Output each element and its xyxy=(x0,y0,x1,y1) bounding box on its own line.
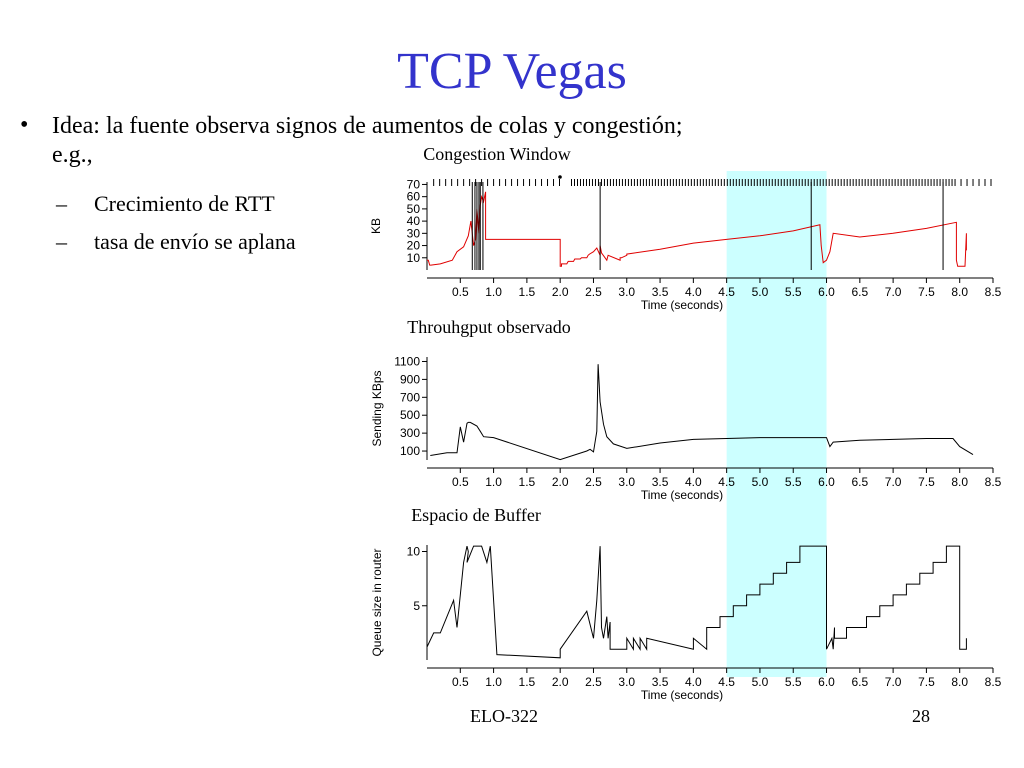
bullet-symbol: • xyxy=(20,112,29,138)
sub-bullet-symbol: – xyxy=(56,191,67,216)
footer-page-number: 28 xyxy=(912,706,930,726)
throughput-x-tick-label: 4.5 xyxy=(718,475,735,489)
buffer-x-tick-label: 3.0 xyxy=(618,675,635,689)
buffer-x-tick-label: 5.5 xyxy=(785,675,802,689)
throughput-series-line xyxy=(430,364,974,461)
buffer-y-axis-label: Queue size in router xyxy=(370,548,384,656)
cwnd-x-tick-label: 8.0 xyxy=(951,285,968,299)
cwnd-y-tick-label: 10 xyxy=(407,251,421,265)
throughput-y-tick-label: 300 xyxy=(400,426,420,440)
cwnd-y-tick-label: 40 xyxy=(407,214,421,228)
buffer-chart-title: Espacio de Buffer xyxy=(411,505,541,525)
sub-bullet-symbol: – xyxy=(56,229,67,254)
cwnd-x-tick-label: 6.0 xyxy=(818,285,835,299)
buffer-x-tick-label: 1.5 xyxy=(519,675,536,689)
cwnd-y-tick-label: 20 xyxy=(407,239,421,253)
bullet-text: Idea: la fuente observa signos de aument… xyxy=(52,113,683,168)
buffer-x-tick-label: 3.5 xyxy=(652,675,669,689)
throughput-x-tick-label: 3.0 xyxy=(618,475,635,489)
throughput-y-tick-label: 100 xyxy=(400,444,420,458)
throughput-x-axis-label: Time (seconds) xyxy=(641,488,723,502)
buffer-x-tick-label: 8.5 xyxy=(985,675,1002,689)
cwnd-x-tick-label: 3.0 xyxy=(618,285,635,299)
throughput-x-tick-label: 4.0 xyxy=(685,475,702,489)
cwnd-x-tick-label: 8.5 xyxy=(985,285,1002,299)
buffer-x-tick-label: 7.0 xyxy=(885,675,902,689)
buffer-x-axis-label: Time (seconds) xyxy=(641,688,723,702)
cwnd-x-tick-label: 5.0 xyxy=(752,285,769,299)
throughput-x-tick-label: 2.5 xyxy=(585,475,602,489)
throughput-x-tick-label: 5.5 xyxy=(785,475,802,489)
cwnd-x-tick-label: 6.5 xyxy=(851,285,868,299)
buffer-y-tick-label: 5 xyxy=(413,599,420,613)
cwnd-chart-title: Congestion Window xyxy=(423,144,570,164)
cwnd-x-tick-label: 7.5 xyxy=(918,285,935,299)
cwnd-y-tick-label: 60 xyxy=(407,190,421,204)
cwnd-marker-dot xyxy=(558,175,562,179)
sub-bullet-text: tasa de envío se aplana xyxy=(94,229,296,254)
cwnd-x-tick-label: 7.0 xyxy=(885,285,902,299)
throughput-y-tick-label: 700 xyxy=(400,390,420,404)
throughput-x-tick-label: 3.5 xyxy=(652,475,669,489)
cwnd-x-tick-label: 0.5 xyxy=(452,285,469,299)
buffer-x-tick-label: 6.0 xyxy=(818,675,835,689)
throughput-x-tick-label: 1.0 xyxy=(485,475,502,489)
throughput-x-tick-label: 1.5 xyxy=(519,475,536,489)
buffer-x-tick-label: 8.0 xyxy=(951,675,968,689)
buffer-x-tick-label: 2.0 xyxy=(552,675,569,689)
throughput-x-tick-label: 7.5 xyxy=(918,475,935,489)
buffer-x-tick-label: 7.5 xyxy=(918,675,935,689)
cwnd-x-tick-label: 3.5 xyxy=(652,285,669,299)
throughput-x-tick-label: 8.0 xyxy=(951,475,968,489)
cwnd-x-tick-label: 2.0 xyxy=(552,285,569,299)
buffer-x-tick-label: 4.0 xyxy=(685,675,702,689)
throughput-x-tick-label: 0.5 xyxy=(452,475,469,489)
buffer-x-tick-label: 2.5 xyxy=(585,675,602,689)
slide-title: TCP Vegas xyxy=(397,43,627,100)
highlight-band xyxy=(726,171,827,677)
throughput-x-tick-label: 6.5 xyxy=(851,475,868,489)
throughput-y-axis-label: Sending KBps xyxy=(370,370,384,446)
cwnd-y-tick-label: 50 xyxy=(407,202,421,216)
throughput-x-tick-label: 6.0 xyxy=(818,475,835,489)
cwnd-x-tick-label: 4.5 xyxy=(718,285,735,299)
cwnd-x-axis-label: Time (seconds) xyxy=(641,298,723,312)
sub-bullet-text: Crecimiento de RTT xyxy=(94,191,275,216)
buffer-x-tick-label: 5.0 xyxy=(752,675,769,689)
buffer-y-tick-label: 10 xyxy=(407,545,421,559)
cwnd-y-axis-label: KB xyxy=(369,218,383,234)
throughput-y-tick-label: 1100 xyxy=(394,354,420,368)
cwnd-x-tick-label: 4.0 xyxy=(685,285,702,299)
cwnd-x-tick-label: 2.5 xyxy=(585,285,602,299)
throughput-x-tick-label: 8.5 xyxy=(985,475,1002,489)
cwnd-y-tick-label: 30 xyxy=(407,226,421,240)
throughput-chart-title: Throuhgput observado xyxy=(407,317,570,337)
buffer-x-tick-label: 4.5 xyxy=(718,675,735,689)
buffer-series-line xyxy=(426,545,967,659)
throughput-y-tick-label: 500 xyxy=(400,408,420,422)
cwnd-y-tick-label: 70 xyxy=(407,177,421,191)
cwnd-x-tick-label: 5.5 xyxy=(785,285,802,299)
footer-course: ELO-322 xyxy=(470,706,538,726)
buffer-x-tick-label: 6.5 xyxy=(851,675,868,689)
buffer-x-tick-label: 0.5 xyxy=(452,675,469,689)
throughput-x-tick-label: 7.0 xyxy=(885,475,902,489)
throughput-y-tick-label: 900 xyxy=(400,372,420,386)
cwnd-series-line xyxy=(427,191,967,267)
throughput-x-tick-label: 2.0 xyxy=(552,475,569,489)
cwnd-x-tick-label: 1.0 xyxy=(485,285,502,299)
throughput-x-tick-label: 5.0 xyxy=(752,475,769,489)
buffer-x-tick-label: 1.0 xyxy=(485,675,502,689)
cwnd-x-tick-label: 1.5 xyxy=(519,285,536,299)
